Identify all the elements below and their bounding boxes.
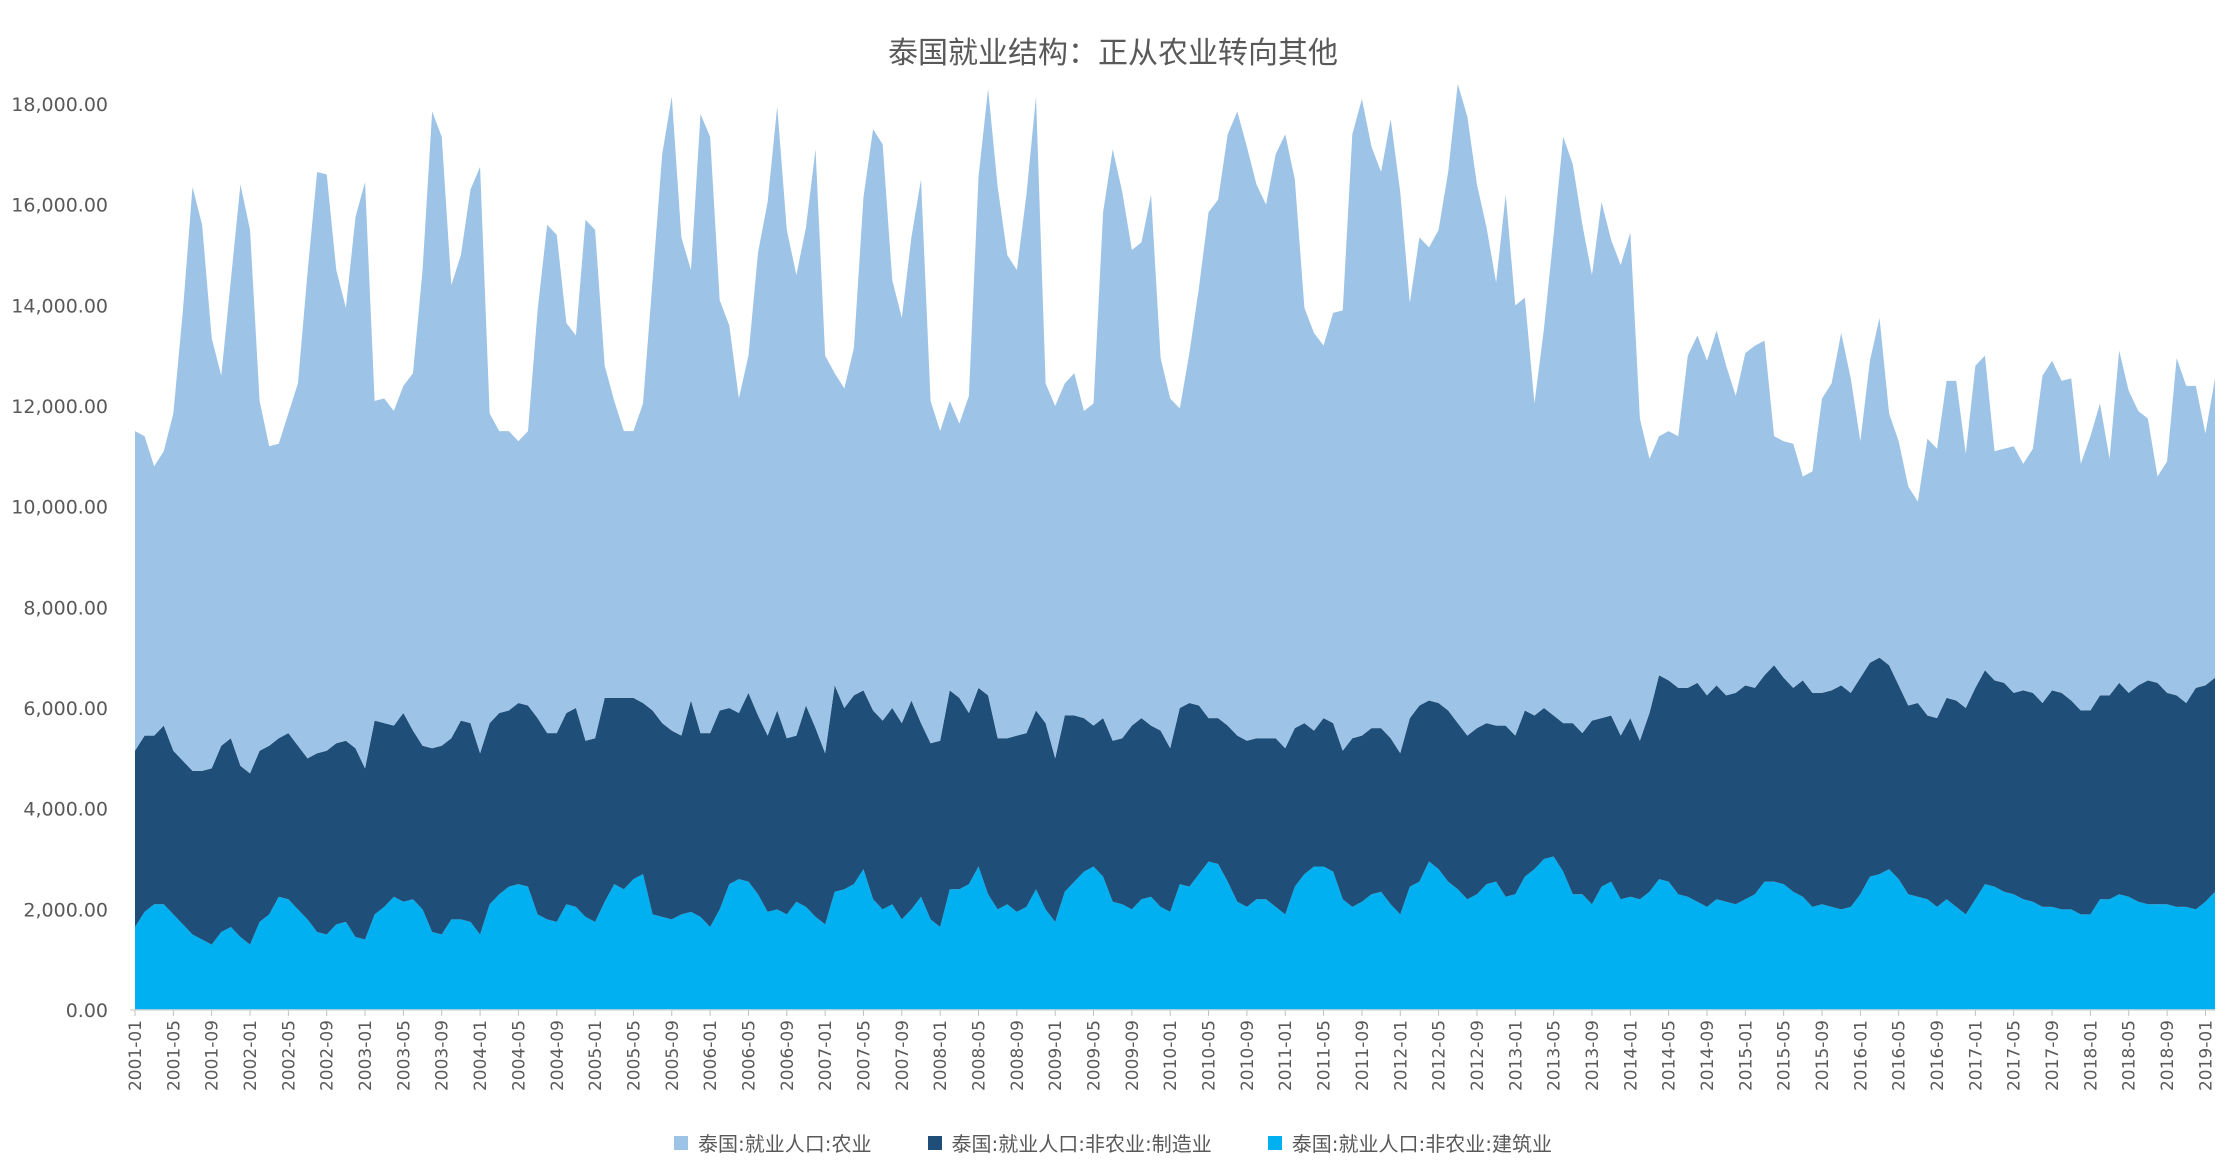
area-series-1 xyxy=(135,657,2215,945)
x-tick-label: 2006-01 xyxy=(701,1020,721,1091)
y-tick-label: 12,000.00 xyxy=(11,396,108,418)
x-tick-label: 2001-01 xyxy=(126,1020,146,1091)
y-tick-label: 0.00 xyxy=(66,1000,108,1022)
x-tick-label: 2014-01 xyxy=(1621,1020,1641,1091)
x-tick-label: 2017-05 xyxy=(2005,1020,2025,1091)
x-tick-label: 2003-05 xyxy=(394,1020,414,1091)
x-tick-label: 2007-01 xyxy=(816,1020,836,1091)
legend-item-manufacturing: 泰国:就业人口:非农业:制造业 xyxy=(927,1128,1212,1157)
x-tick-label: 2015-01 xyxy=(1736,1020,1756,1091)
legend-item-construction: 泰国:就业人口:非农业:建筑业 xyxy=(1267,1128,1552,1157)
x-tick-label: 2013-01 xyxy=(1506,1020,1526,1091)
x-tick-label: 2011-05 xyxy=(1315,1020,1335,1091)
x-tick-label: 2015-09 xyxy=(1813,1020,1833,1091)
x-tick-label: 2006-05 xyxy=(739,1020,759,1091)
x-tick-label: 2010-09 xyxy=(1238,1020,1258,1091)
x-tick-label: 2010-01 xyxy=(1161,1020,1181,1091)
x-tick-label: 2013-05 xyxy=(1545,1020,1565,1091)
x-tick-label: 2007-09 xyxy=(893,1020,913,1091)
x-tick-label: 2003-09 xyxy=(433,1020,453,1091)
x-tick-label: 2012-01 xyxy=(1391,1020,1411,1091)
legend-label: 泰国:就业人口:农业 xyxy=(698,1132,872,1156)
area-series-group xyxy=(135,83,2215,1010)
x-tick-label: 2016-01 xyxy=(1851,1020,1871,1091)
x-tick-label: 2004-09 xyxy=(548,1020,568,1091)
y-tick-label: 6,000.00 xyxy=(23,698,108,720)
x-tick-label: 2005-05 xyxy=(624,1020,644,1091)
y-tick-label: 2,000.00 xyxy=(23,899,108,921)
legend-label: 泰国:就业人口:非农业:制造业 xyxy=(951,1132,1212,1156)
x-tick-label: 2018-09 xyxy=(2158,1020,2178,1091)
x-tick-label: 2011-01 xyxy=(1276,1020,1296,1091)
x-tick-label: 2008-01 xyxy=(931,1020,951,1091)
x-tick-label: 2018-01 xyxy=(2081,1020,2101,1091)
x-axis: 2001-01 2001-05 2001-09 2002-01 2002-05 2002-… xyxy=(126,1010,2216,1091)
x-tick-label: 2005-01 xyxy=(586,1020,606,1091)
legend-swatch xyxy=(674,1135,689,1150)
x-tick-label: 2009-09 xyxy=(1123,1020,1143,1091)
y-tick-label: 18,000.00 xyxy=(11,94,108,116)
x-tick-label: 2019-01 xyxy=(2196,1020,2216,1091)
x-tick-label: 2017-09 xyxy=(2043,1020,2063,1091)
legend-swatch xyxy=(1267,1135,1282,1150)
x-tick-label: 2001-09 xyxy=(203,1020,223,1091)
area-series-0 xyxy=(135,856,2215,1010)
y-tick-label: 10,000.00 xyxy=(11,497,108,519)
x-tick-label: 2001-05 xyxy=(164,1020,184,1091)
x-tick-label: 2002-05 xyxy=(279,1020,299,1091)
x-tick-label: 2004-01 xyxy=(471,1020,491,1091)
legend-label: 泰国:就业人口:非农业:建筑业 xyxy=(1291,1132,1552,1156)
x-tick-label: 2007-05 xyxy=(854,1020,874,1091)
x-tick-label: 2012-09 xyxy=(1468,1020,1488,1091)
y-tick-label: 16,000.00 xyxy=(11,195,108,217)
x-tick-label: 2013-09 xyxy=(1583,1020,1603,1091)
x-tick-label: 2012-05 xyxy=(1430,1020,1450,1091)
y-tick-label: 8,000.00 xyxy=(23,597,108,619)
x-tick-label: 2016-05 xyxy=(1890,1020,1910,1091)
x-tick-label: 2009-01 xyxy=(1046,1020,1066,1091)
x-tick-label: 2005-09 xyxy=(663,1020,683,1091)
x-tick-label: 2008-09 xyxy=(1008,1020,1028,1091)
legend: 泰国:就业人口:农业 泰国:就业人口:非农业:制造业 泰国:就业人口:非农业:建… xyxy=(0,1128,2226,1157)
x-tick-label: 2003-01 xyxy=(356,1020,376,1091)
area-series-2 xyxy=(135,83,2215,774)
x-tick-label: 2018-05 xyxy=(2120,1020,2140,1091)
y-tick-label: 14,000.00 xyxy=(11,295,108,317)
x-tick-label: 2017-01 xyxy=(1966,1020,1986,1091)
x-tick-label: 2002-09 xyxy=(318,1020,338,1091)
x-tick-label: 2016-09 xyxy=(1928,1020,1948,1091)
x-tick-label: 2015-05 xyxy=(1775,1020,1795,1091)
x-tick-label: 2010-05 xyxy=(1200,1020,1220,1091)
chart-title: 泰国就业结构：正从农业转向其他 xyxy=(888,36,1338,71)
x-tick-label: 2004-05 xyxy=(509,1020,529,1091)
x-tick-label: 2002-01 xyxy=(241,1020,261,1091)
x-tick-label: 2014-09 xyxy=(1698,1020,1718,1091)
x-tick-label: 2006-09 xyxy=(778,1020,798,1091)
legend-item-agriculture: 泰国:就业人口:农业 xyxy=(674,1128,872,1157)
legend-swatch xyxy=(927,1135,942,1150)
x-tick-label: 2008-05 xyxy=(970,1020,990,1091)
x-tick-label: 2014-05 xyxy=(1660,1020,1680,1091)
x-tick-label: 2009-05 xyxy=(1085,1020,1105,1091)
y-tick-label: 4,000.00 xyxy=(23,799,108,821)
x-tick-label: 2011-09 xyxy=(1353,1020,1373,1091)
y-axis: 0.00 2,000.00 4,000.00 6,000.00 8,000.00 10,0… xyxy=(11,94,108,1022)
